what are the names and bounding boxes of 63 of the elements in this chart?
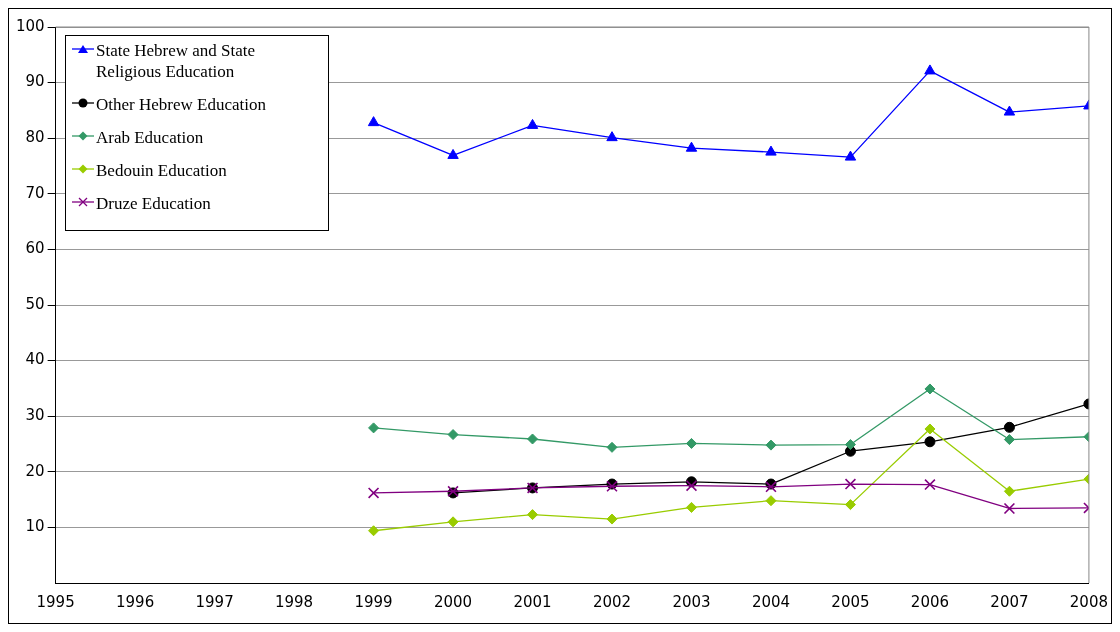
legend-label: Bedouin Education bbox=[96, 160, 227, 181]
x-tick-label: 2000 bbox=[433, 592, 473, 611]
point bbox=[447, 429, 459, 441]
x-tick-label: 2006 bbox=[910, 592, 950, 611]
y-tick-label: 10 bbox=[25, 517, 45, 536]
point bbox=[1003, 434, 1015, 446]
x-tick-label: 2003 bbox=[672, 592, 711, 611]
x-tick-label: 1997 bbox=[195, 592, 234, 611]
point bbox=[765, 495, 777, 507]
point bbox=[447, 148, 459, 159]
x-tick-label: 2001 bbox=[513, 592, 552, 611]
legend-label: State Hebrew and State Religious Education bbox=[96, 40, 257, 82]
point bbox=[924, 383, 936, 395]
legend-label: Arab Education bbox=[96, 127, 204, 148]
point bbox=[367, 116, 380, 127]
x-tick-label: 2007 bbox=[990, 592, 1029, 611]
point bbox=[765, 439, 777, 451]
point bbox=[1003, 421, 1015, 433]
point bbox=[526, 118, 539, 129]
point bbox=[606, 131, 618, 142]
point bbox=[527, 509, 539, 521]
x-tick-label: 2004 bbox=[751, 592, 791, 611]
legend-label: Druze Education bbox=[96, 193, 211, 214]
point bbox=[844, 150, 857, 161]
x-tick-label: 2008 bbox=[1069, 592, 1109, 611]
point bbox=[1003, 502, 1016, 515]
point bbox=[368, 422, 380, 434]
point bbox=[685, 141, 698, 152]
y-tick-label: 100 bbox=[15, 16, 45, 35]
point bbox=[1003, 105, 1016, 116]
x-tick-label: 1998 bbox=[274, 592, 314, 611]
y-tick-label: 40 bbox=[25, 350, 45, 369]
point bbox=[447, 516, 459, 528]
x-tick-label: 2002 bbox=[592, 592, 632, 611]
point bbox=[368, 525, 380, 537]
point bbox=[1003, 485, 1015, 497]
point bbox=[844, 478, 857, 490]
point bbox=[765, 145, 777, 156]
point bbox=[686, 437, 697, 449]
point bbox=[527, 433, 539, 445]
x-tick-label: 2005 bbox=[831, 592, 870, 611]
point bbox=[844, 439, 856, 451]
point bbox=[685, 479, 698, 492]
point bbox=[606, 441, 618, 453]
point bbox=[367, 487, 380, 499]
point bbox=[606, 513, 618, 525]
y-tick-label: 80 bbox=[25, 128, 45, 147]
point bbox=[924, 64, 936, 75]
point bbox=[686, 501, 697, 513]
point bbox=[924, 436, 936, 448]
y-tick-label: 20 bbox=[25, 461, 45, 480]
legend-label: Other Hebrew Education bbox=[96, 94, 266, 115]
y-tick-label: 90 bbox=[25, 72, 45, 91]
point bbox=[844, 499, 856, 511]
x-tick-label: 1999 bbox=[354, 592, 393, 611]
x-tick-label: 1996 bbox=[116, 592, 155, 611]
point bbox=[924, 478, 936, 491]
point bbox=[924, 423, 936, 435]
y-tick-label: 50 bbox=[25, 294, 45, 313]
x-tick-label: 1995 bbox=[36, 592, 75, 611]
y-tick-label: 30 bbox=[25, 406, 45, 425]
y-tick-label: 70 bbox=[25, 183, 45, 202]
y-tick-label: 60 bbox=[25, 239, 45, 258]
